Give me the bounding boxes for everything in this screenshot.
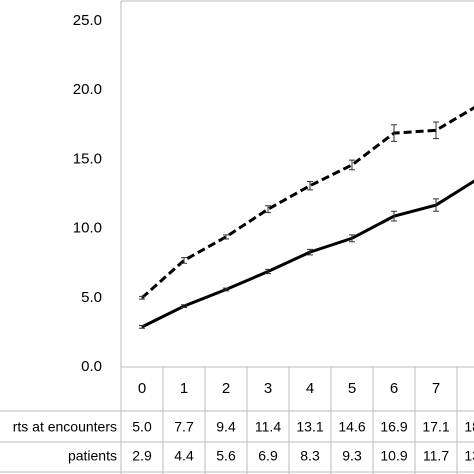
- row-label: patients: [68, 448, 117, 464]
- table-value: 13.6: [464, 448, 474, 464]
- error-bar: [433, 198, 439, 212]
- table-value: 11.4: [255, 419, 281, 435]
- error-bar: [307, 181, 313, 191]
- series-line: [141, 179, 474, 329]
- error-bar: [139, 324, 145, 329]
- error-bar: [307, 248, 313, 256]
- error-bar: [433, 121, 439, 140]
- error-bar: [349, 234, 355, 243]
- table-value: 14.6: [338, 419, 365, 435]
- table-value: 6.9: [258, 448, 278, 464]
- table-value: 8.3: [300, 448, 320, 464]
- x-tick-label: 5: [348, 380, 356, 397]
- table-value: 5.6: [216, 448, 236, 464]
- y-tick-label: 25.0: [73, 12, 102, 29]
- table-value: 17.1: [422, 419, 449, 435]
- y-tick-label: 20.0: [73, 81, 102, 98]
- table-value: 5.0: [132, 419, 152, 435]
- x-tick-label: 6: [390, 380, 398, 397]
- x-tick-label: 3: [264, 380, 272, 397]
- series-line: [141, 106, 474, 299]
- error-bar: [349, 159, 355, 171]
- table-value: 4.4: [174, 448, 194, 464]
- x-tick-label: 2: [222, 380, 230, 397]
- table-value: 9.3: [342, 448, 362, 464]
- table-value: 2.9: [132, 448, 152, 464]
- x-tick-label: 1: [180, 380, 188, 397]
- error-bar: [223, 287, 229, 292]
- y-tick-label: 0.0: [81, 358, 102, 375]
- error-bar: [181, 304, 187, 308]
- row-label: rts at encounters: [13, 419, 117, 435]
- table-value: 16.9: [380, 419, 407, 435]
- error-bar: [265, 268, 271, 275]
- x-tick-label: 0: [138, 380, 146, 397]
- y-tick-label: 5.0: [81, 289, 102, 306]
- table-value: 11.7: [423, 448, 449, 464]
- error-bar: [181, 257, 187, 264]
- y-tick-label: 10.0: [73, 220, 102, 237]
- table-value: 18.9: [464, 419, 474, 435]
- error-bar: [223, 234, 229, 240]
- error-bar: [139, 295, 145, 300]
- x-tick-label: 7: [432, 380, 440, 397]
- y-tick-label: 15.0: [73, 150, 102, 167]
- error-bar: [391, 210, 397, 222]
- table-value: 10.9: [380, 448, 407, 464]
- table-value: 9.4: [216, 419, 236, 435]
- x-tick-label: 4: [306, 380, 314, 397]
- error-bar: [391, 124, 397, 142]
- table-value: 13.1: [296, 419, 323, 435]
- table-value: 7.7: [174, 419, 194, 435]
- error-bar: [265, 205, 271, 214]
